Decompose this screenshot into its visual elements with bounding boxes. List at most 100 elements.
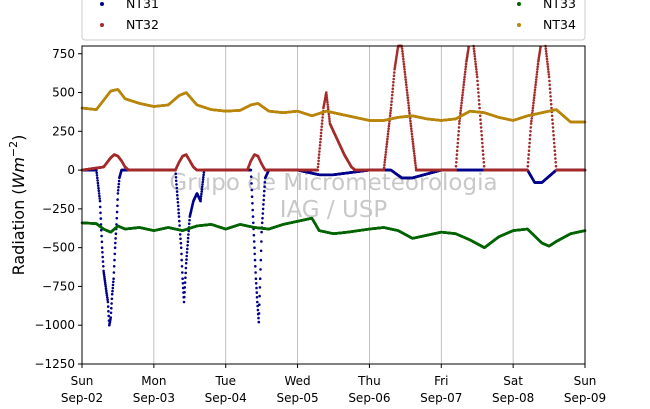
data-point [531, 109, 534, 112]
data-point [250, 188, 254, 192]
data-point [464, 68, 467, 71]
data-point [326, 103, 330, 106]
data-point [529, 126, 533, 129]
data-point [201, 180, 205, 184]
data-point [460, 101, 463, 105]
data-point [474, 65, 478, 68]
data-point [534, 80, 538, 84]
data-point [200, 192, 203, 196]
data-point [460, 96, 464, 99]
data-point [455, 149, 459, 152]
data-point [481, 145, 484, 149]
data-point [544, 49, 548, 53]
data-point [113, 252, 117, 256]
data-point [104, 285, 107, 288]
data-point [178, 224, 181, 227]
data-point [390, 97, 394, 100]
data-point [401, 55, 405, 58]
data-point [405, 83, 408, 87]
data-point [459, 109, 463, 112]
data-point [386, 137, 389, 141]
data-point [388, 114, 392, 118]
data-point [407, 101, 410, 105]
data-point [529, 122, 533, 125]
data-point [258, 277, 262, 281]
data-point [183, 286, 187, 289]
data-point [116, 198, 119, 201]
data-point [321, 119, 324, 122]
data-point [413, 154, 416, 158]
data-point [534, 78, 538, 81]
data-point [257, 320, 261, 324]
data-point [251, 202, 254, 205]
data-point [111, 283, 115, 287]
data-point [548, 83, 551, 87]
data-point [95, 171, 98, 174]
data-point [412, 144, 415, 148]
data-point [249, 168, 253, 172]
data-point [97, 189, 101, 193]
data-point [114, 241, 117, 245]
data-point [185, 251, 189, 254]
data-point [552, 141, 556, 145]
data-point [261, 216, 264, 220]
data-point [116, 192, 120, 195]
data-point [402, 57, 405, 61]
data-point [174, 172, 177, 175]
data-point [414, 166, 418, 169]
data-point [319, 131, 323, 135]
data-point [459, 111, 462, 115]
data-point [252, 221, 255, 225]
data-point [319, 137, 322, 141]
series-nt32 [80, 44, 587, 172]
data-point [260, 221, 264, 225]
data-point [258, 303, 261, 307]
data-point [104, 287, 108, 291]
data-point [391, 84, 395, 87]
data-point [535, 70, 539, 74]
data-point [176, 193, 179, 197]
data-point [257, 312, 261, 315]
data-point [115, 216, 119, 220]
data-point [548, 79, 551, 83]
data-point [255, 300, 259, 304]
data-point [407, 104, 411, 107]
data-point [526, 161, 530, 164]
data-point [481, 153, 485, 156]
data-point [481, 149, 485, 152]
data-point [392, 77, 396, 81]
data-point [111, 289, 114, 293]
data-point [476, 87, 480, 90]
data-point [390, 103, 393, 107]
data-point [386, 135, 390, 138]
data-point [462, 86, 465, 89]
data-point [253, 246, 256, 249]
data-point [200, 190, 203, 193]
data-point [482, 161, 486, 164]
data-point [480, 130, 483, 133]
data-point [263, 181, 267, 184]
data-point [411, 142, 415, 146]
data-point [201, 178, 205, 181]
data-point [548, 87, 552, 90]
data-point [200, 185, 204, 189]
data-point [325, 91, 328, 94]
data-point [115, 210, 119, 214]
data-point [414, 164, 417, 167]
data-point [549, 95, 552, 98]
data-point [101, 255, 104, 259]
data-point [254, 271, 257, 274]
data-point [391, 87, 395, 90]
data-point [102, 265, 105, 268]
data-point [98, 199, 102, 203]
data-point [179, 246, 183, 249]
data-point [113, 258, 116, 262]
data-point [462, 83, 466, 87]
data-point [112, 277, 115, 281]
data-point [406, 96, 410, 99]
data-point [457, 133, 460, 137]
data-point [250, 195, 254, 198]
data-point [458, 119, 461, 123]
